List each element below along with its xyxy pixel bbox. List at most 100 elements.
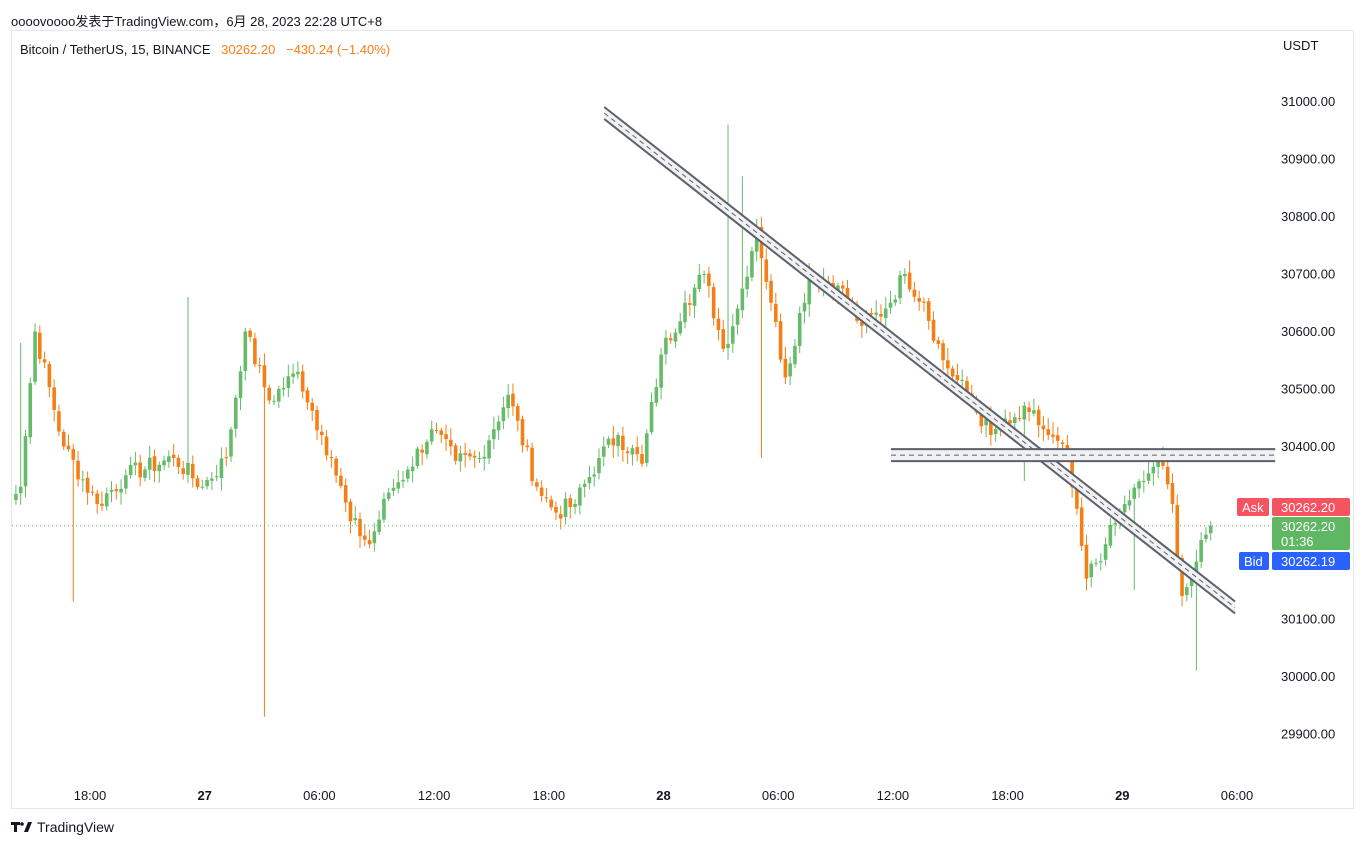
candle-body bbox=[253, 338, 257, 365]
candle-body bbox=[138, 462, 142, 478]
candle-body bbox=[248, 330, 252, 337]
candle bbox=[745, 265, 749, 298]
chart-frame[interactable] bbox=[11, 30, 1354, 809]
time-tick-label: 12:00 bbox=[418, 788, 451, 803]
candle-body bbox=[1185, 587, 1189, 596]
candle-body bbox=[52, 387, 56, 410]
candle-body bbox=[616, 435, 620, 447]
candle-body bbox=[14, 494, 18, 500]
candle-body bbox=[544, 497, 549, 499]
candle-body bbox=[1137, 481, 1141, 489]
candle-body bbox=[879, 313, 883, 317]
candle-body bbox=[621, 435, 625, 451]
ask-value: 30262.20 bbox=[1281, 500, 1335, 515]
candle bbox=[750, 247, 754, 282]
horizontal-channel-drawing[interactable] bbox=[890, 448, 1276, 463]
candle bbox=[267, 384, 272, 405]
candle-body bbox=[219, 458, 224, 478]
candle bbox=[697, 263, 702, 293]
candle-body bbox=[233, 397, 238, 429]
candle bbox=[621, 426, 625, 462]
candle-body bbox=[635, 447, 640, 455]
tradingview-footer[interactable]: TradingView bbox=[11, 819, 114, 835]
candle bbox=[883, 297, 888, 328]
candle-body bbox=[463, 452, 467, 455]
candle-body bbox=[449, 439, 453, 447]
candle-body bbox=[1041, 425, 1046, 430]
candle-body bbox=[90, 491, 95, 493]
candle-body bbox=[157, 464, 162, 472]
candle bbox=[372, 523, 377, 552]
candle-body bbox=[721, 329, 726, 349]
candle bbox=[152, 449, 157, 483]
candle bbox=[138, 454, 142, 487]
candle-body bbox=[444, 434, 448, 440]
candle bbox=[243, 327, 248, 381]
candle-body bbox=[114, 489, 119, 492]
candle bbox=[348, 498, 353, 534]
candle bbox=[525, 439, 530, 451]
candle-body bbox=[625, 451, 630, 454]
ask-price-tag: Ask 30262.20 bbox=[1237, 498, 1350, 516]
candle bbox=[673, 328, 678, 349]
candle bbox=[506, 384, 510, 419]
candle-body bbox=[1036, 409, 1041, 426]
candle-body bbox=[1103, 544, 1108, 560]
candle bbox=[109, 481, 114, 503]
candle bbox=[1108, 518, 1113, 549]
candle-body bbox=[735, 308, 740, 325]
time-axis[interactable]: 18:00 27 06:00 12:00 18:00 28 06:00 12:00 18:00 2… bbox=[74, 788, 1254, 803]
candle bbox=[649, 392, 654, 435]
candle-body bbox=[171, 454, 176, 458]
candle-body bbox=[205, 480, 209, 487]
candle bbox=[664, 330, 668, 365]
candle bbox=[157, 461, 162, 483]
candle-body bbox=[358, 518, 362, 537]
candle bbox=[305, 386, 310, 410]
candle-body bbox=[286, 376, 291, 388]
candle-body bbox=[936, 340, 941, 344]
symbol-title[interactable]: Bitcoin / TetherUS, 15, BINANCE bbox=[20, 42, 211, 57]
candle bbox=[23, 429, 28, 498]
candle bbox=[1165, 459, 1170, 490]
candle-body bbox=[272, 400, 276, 402]
candle bbox=[248, 328, 252, 342]
candle-body bbox=[520, 419, 525, 446]
price-axis[interactable]: 31000.00 30900.00 30800.00 30700.00 30600.00… bbox=[1281, 94, 1335, 742]
candle bbox=[721, 319, 726, 353]
candle-body bbox=[845, 287, 850, 303]
candle bbox=[28, 377, 33, 444]
candle bbox=[276, 385, 281, 409]
candle bbox=[104, 487, 109, 511]
candle bbox=[477, 451, 482, 463]
candle bbox=[592, 466, 597, 487]
candle-body bbox=[61, 431, 66, 447]
candle-body bbox=[1055, 435, 1060, 441]
candle-body bbox=[764, 259, 769, 282]
trend-channel-edge[interactable] bbox=[603, 118, 1236, 615]
candle-body bbox=[100, 503, 104, 506]
candle-body bbox=[955, 374, 960, 381]
candle-body bbox=[119, 488, 123, 493]
symbol-legend[interactable]: Bitcoin / TetherUS, 15, BINANCE 30262.20… bbox=[20, 42, 390, 57]
candle bbox=[515, 403, 520, 432]
candle-body bbox=[401, 479, 405, 482]
candle-body bbox=[95, 493, 99, 504]
candle-body bbox=[176, 457, 181, 468]
candle-body bbox=[300, 371, 305, 392]
candle bbox=[205, 476, 209, 490]
candle-body bbox=[57, 411, 61, 432]
price-tick-label: 29900.00 bbox=[1281, 727, 1335, 742]
candle bbox=[1027, 401, 1031, 422]
currency-label[interactable]: USDT bbox=[1283, 38, 1319, 53]
trend-channel-drawing[interactable] bbox=[603, 106, 1236, 615]
candle bbox=[472, 450, 477, 469]
candle-body bbox=[348, 501, 353, 522]
drawings-layer[interactable] bbox=[603, 106, 1276, 615]
candle bbox=[90, 485, 95, 496]
candle bbox=[778, 313, 783, 364]
candle-body bbox=[214, 476, 219, 478]
trend-channel-edge[interactable] bbox=[603, 106, 1236, 603]
candle-body bbox=[472, 455, 477, 458]
